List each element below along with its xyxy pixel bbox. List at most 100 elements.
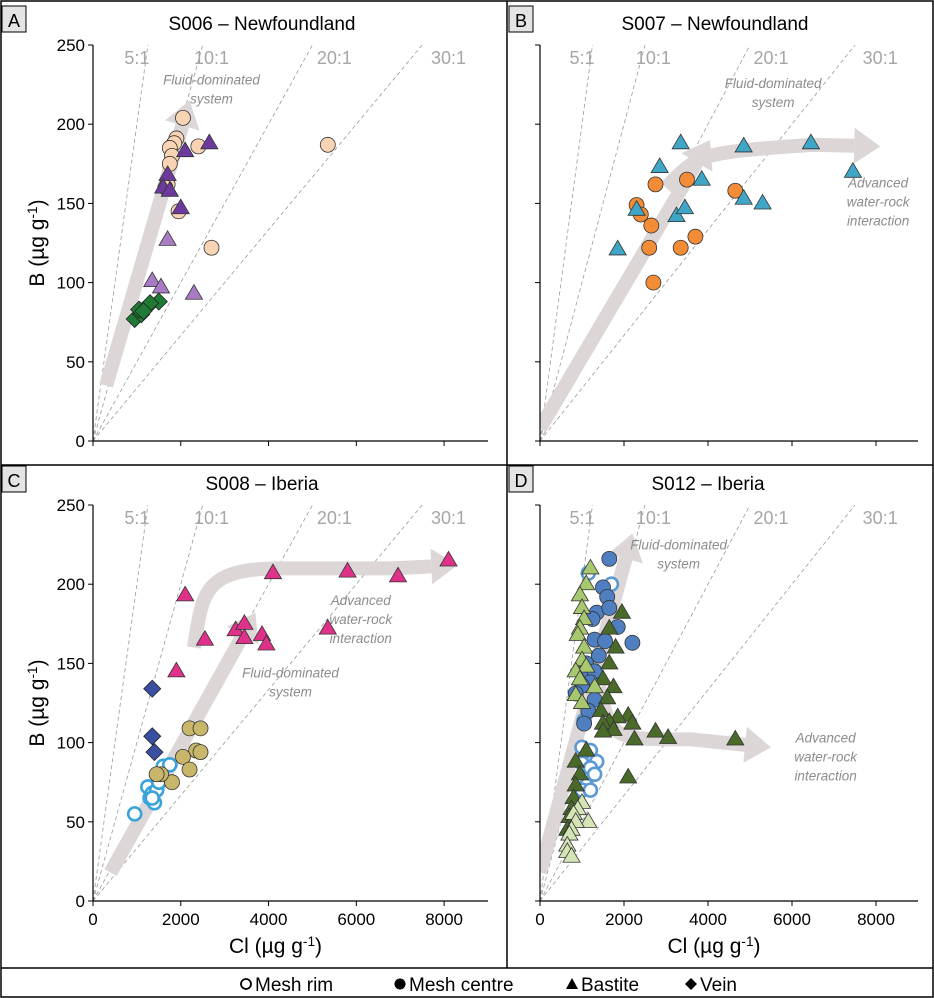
data-point-circle (319, 136, 336, 153)
data-point-triangle (753, 193, 772, 210)
data-point-circle (643, 217, 660, 234)
annotation-text: interaction (847, 214, 909, 229)
data-point-triangle (175, 585, 195, 602)
data-point-triangle (843, 161, 863, 178)
data-point-circle (624, 634, 641, 651)
x-tick-label: 0 (535, 910, 544, 929)
data-point-triangle (562, 846, 581, 863)
data-point-circle (590, 647, 607, 664)
data-point-circle (181, 761, 198, 778)
data-point-triangle (235, 628, 254, 645)
x-tick-label: 6000 (337, 910, 375, 929)
data-point-triangle (160, 180, 180, 197)
legend-symbol-diamond (685, 978, 697, 990)
data-point-triangle (167, 661, 186, 678)
legend-label: Mesh centre (409, 975, 514, 996)
y-tick-label: 150 (57, 194, 85, 213)
x-tick-label: 2000 (162, 910, 200, 929)
y-tick-label: 50 (66, 353, 85, 372)
data-point-triangle (338, 561, 357, 578)
data-point-circle (164, 774, 180, 791)
data-point-circle (601, 550, 618, 567)
trend-arrow-head (608, 533, 643, 564)
annotation-text: interaction (794, 769, 856, 784)
trend-arrow-shaft (540, 158, 703, 432)
data-points (608, 133, 863, 291)
data-point-circle (641, 239, 658, 256)
data-point-circle (576, 715, 592, 732)
ratio-label: 30:1 (863, 508, 898, 528)
data-point-triangle (195, 629, 215, 646)
ratio-line-30 (540, 505, 856, 901)
data-point-triangle (734, 136, 753, 153)
panel-label: D (515, 471, 528, 491)
data-point-triangle (574, 637, 594, 654)
ratio-label: 5:1 (124, 48, 149, 68)
y-tick-label: 100 (57, 274, 85, 293)
ratio-label: 30:1 (863, 48, 898, 68)
panel-label-box (508, 465, 534, 493)
data-point-triangle (675, 198, 695, 215)
panel-B: 5:1 10:1 20:1 30:1 Fluid-dominated system Adva… (508, 5, 918, 446)
data-point-triangle (158, 230, 177, 246)
ratio-line-30 (93, 45, 423, 441)
data-point-circle (175, 748, 191, 765)
ratio-line-10 (540, 45, 646, 441)
trend-arrow-shaft (660, 137, 855, 193)
data-point-triangle (566, 751, 585, 768)
data-point-open-circle (586, 766, 603, 783)
x-tick-label: 0 (88, 910, 97, 929)
data-point-open-circle (144, 790, 161, 806)
data-point-triangle (627, 199, 646, 216)
ratio-label: 5:1 (569, 48, 594, 68)
data-point-triangle (143, 271, 162, 287)
legend: Mesh rim Mesh centre Bastite Vein (240, 975, 737, 996)
data-point-triangle (200, 133, 219, 150)
panel-label-box (508, 5, 534, 33)
data-point-triangle (650, 157, 669, 173)
data-point-triangle (439, 550, 458, 567)
data-point-triangle (604, 720, 623, 736)
annotation-text: Advanced (795, 731, 857, 746)
data-point-triangle (604, 677, 623, 694)
annotation-text: Fluid-dominated (163, 73, 260, 88)
legend-symbol-filled-circle (394, 978, 406, 990)
y-tick-label: 250 (57, 36, 85, 55)
data-point-triangle (576, 656, 596, 673)
y-tick-label: 150 (57, 654, 85, 673)
ratio-label: 20:1 (753, 48, 788, 68)
panel-C: 5:1 10:1 20:1 30:1 Fluid-dominated system Adva… (1, 465, 488, 958)
data-point-open-circle (582, 782, 599, 798)
y-tick-label: 0 (76, 432, 85, 451)
panel-A: 5:1 10:1 20:1 30:1 Fluid-dominated system 0 50 1… (1, 5, 488, 451)
panel-title: S008 – Iberia (205, 474, 318, 495)
annotation-text: system (190, 92, 233, 107)
data-point-triangle (667, 206, 686, 223)
data-point-triangle (692, 169, 711, 186)
annotation-text: water-rock (794, 750, 858, 765)
data-point-triangle (388, 566, 408, 583)
y-tick-label: 0 (76, 892, 85, 911)
data-point-triangle (568, 625, 588, 641)
ratio-label: 30:1 (431, 48, 466, 68)
data-point-triangle (158, 165, 177, 181)
ratio-line-5 (540, 45, 593, 441)
data-point-circle (597, 633, 613, 650)
data-point-triangle (618, 767, 638, 784)
legend-symbol-open-circle (240, 978, 252, 990)
panel-title: S007 – Newfoundland (622, 14, 809, 35)
data-points (125, 109, 336, 329)
x-tick-label: 4000 (689, 910, 727, 929)
x-tick-label: 4000 (250, 910, 288, 929)
panel-title: S012 – Iberia (651, 474, 764, 495)
data-point-triangle (184, 283, 204, 300)
data-point-triangle (600, 653, 619, 670)
ratio-label: 5:1 (569, 508, 594, 528)
ratio-label: 5:1 (124, 508, 149, 528)
data-point-triangle (572, 693, 592, 709)
data-point-triangle (600, 618, 619, 635)
annotation-text: water-rock (847, 195, 911, 210)
data-point-triangle (623, 713, 642, 730)
x-tick-label: 8000 (425, 910, 463, 929)
